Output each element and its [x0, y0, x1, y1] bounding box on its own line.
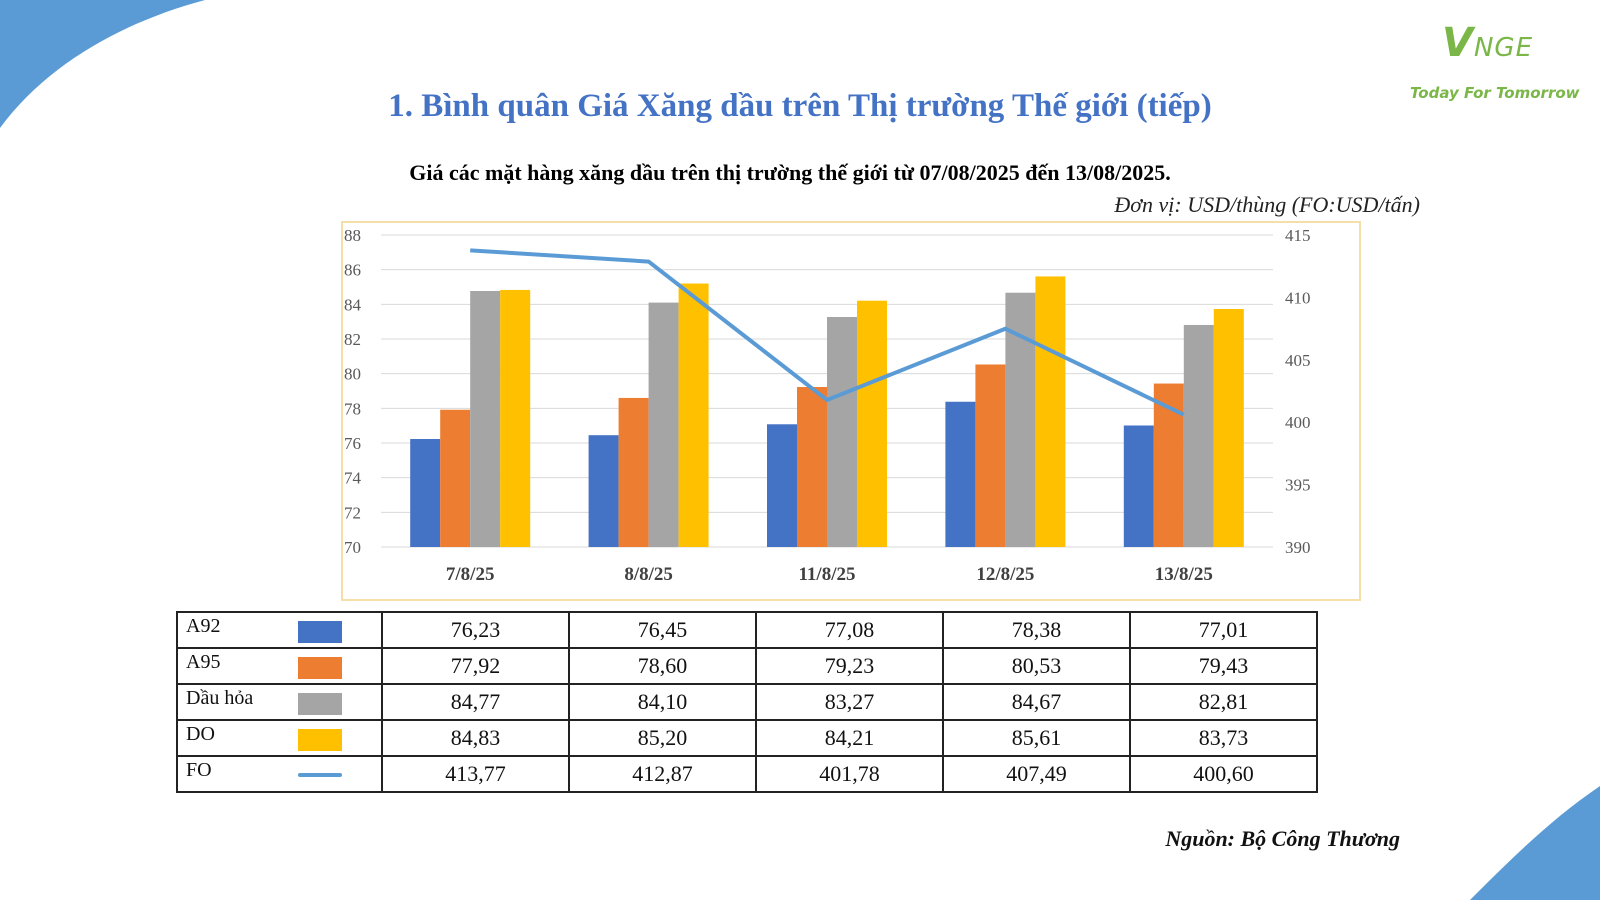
legend-swatch [298, 657, 342, 679]
legend-cell: DO [176, 719, 383, 757]
table-cell: 79,23 [755, 647, 944, 685]
table-cell: 84,83 [381, 719, 570, 757]
bar [410, 439, 441, 547]
table-cell: 77,01 [1129, 611, 1318, 649]
chart-subtitle: Giá các mặt hàng xăng dầu trên thị trườn… [409, 160, 1171, 185]
logo-tagline: Today For Tomorrow [1410, 84, 1580, 102]
y-tick-label: 86 [344, 261, 361, 280]
bar [618, 397, 649, 547]
table-row: A95 77,92 78,60 79,23 80,53 79,43 [176, 647, 1318, 685]
table-cell: 84,21 [755, 719, 944, 757]
table-cell: 76,23 [381, 611, 570, 649]
series-name: A95 [186, 651, 221, 673]
bar [678, 283, 709, 547]
table-cell: 85,20 [568, 719, 757, 757]
bar [1183, 324, 1214, 547]
bar [470, 290, 501, 547]
y-tick-label: 74 [344, 469, 362, 488]
legend-cell: A92 [176, 611, 383, 649]
table-cell: 85,61 [942, 719, 1131, 757]
table-cell: 83,27 [755, 683, 944, 721]
table-cell: 77,08 [755, 611, 944, 649]
y-tick-label: 82 [344, 330, 361, 349]
y2-tick-label: 410 [1285, 288, 1311, 307]
table-row: FO 413,77 412,87 401,78 407,49 400,60 [176, 755, 1318, 793]
bar [648, 302, 679, 547]
y-tick-label: 88 [344, 226, 361, 245]
bar [797, 387, 827, 547]
data-table: A92 76,23 76,45 77,08 78,38 77,01 A95 77,92 78,6… [176, 611, 1318, 793]
vnge-logo: VNGE [1442, 20, 1533, 66]
bar [975, 364, 1006, 547]
series-name: FO [186, 759, 212, 781]
combo-chart: 70 72 74 76 78 80 82 84 86 88 390 395 400 405 410 415 7/… [341, 221, 1361, 601]
table-cell: 401,78 [755, 755, 944, 793]
table-row: DO 84,83 85,20 84,21 85,61 83,73 [176, 719, 1318, 757]
bar [500, 289, 531, 547]
table-cell: 78,60 [568, 647, 757, 685]
category-label: 13/8/25 [1155, 564, 1213, 585]
y-tick-label: 72 [344, 503, 361, 522]
y2-tick-label: 390 [1285, 538, 1311, 557]
y-tick-label: 76 [344, 434, 361, 453]
table-row: Dầu hỏa 84,77 84,10 83,27 84,67 82,81 [176, 683, 1318, 721]
table-cell: 80,53 [942, 647, 1131, 685]
bar [1035, 276, 1066, 547]
table-cell: 83,73 [1129, 719, 1318, 757]
unit-label: Đơn vị: USD/thùng (FO:USD/tấn) [1114, 192, 1420, 217]
page-title: 1. Bình quân Giá Xăng dầu trên Thị trườn… [388, 88, 1212, 124]
y2-tick-label: 405 [1285, 351, 1311, 370]
bar [1123, 425, 1154, 547]
y2-tick-label: 400 [1285, 413, 1311, 432]
y-tick-label: 80 [344, 365, 361, 384]
legend-swatch [298, 773, 342, 777]
table-cell: 84,67 [942, 683, 1131, 721]
table-cell: 78,38 [942, 611, 1131, 649]
y2-tick-label: 415 [1285, 226, 1311, 245]
series-name: DO [186, 723, 215, 745]
legend-swatch [298, 693, 342, 715]
table-cell: 412,87 [568, 755, 757, 793]
source-note: Nguồn: Bộ Công Thương [1165, 826, 1400, 851]
bar [945, 401, 976, 547]
table-cell: 84,77 [381, 683, 570, 721]
table-cell: 400,60 [1129, 755, 1318, 793]
y-tick-label: 84 [344, 295, 362, 314]
category-label: 8/8/25 [624, 564, 673, 585]
bar [857, 300, 887, 547]
table-cell: 77,92 [381, 647, 570, 685]
bottom-right-wave [1470, 786, 1600, 900]
table-row: A92 76,23 76,45 77,08 78,38 77,01 [176, 611, 1318, 649]
table-cell: 84,10 [568, 683, 757, 721]
bar [440, 409, 471, 547]
series-name: A92 [186, 615, 221, 637]
y-tick-label: 70 [344, 538, 361, 557]
category-label: 7/8/25 [446, 564, 495, 585]
bar [1213, 309, 1244, 547]
table-cell: 79,43 [1129, 647, 1318, 685]
table-cell: 76,45 [568, 611, 757, 649]
bar [588, 435, 619, 547]
y2-tick-label: 395 [1285, 476, 1311, 495]
table-cell: 407,49 [942, 755, 1131, 793]
table-cell: 82,81 [1129, 683, 1318, 721]
legend-cell: A95 [176, 647, 383, 685]
category-label: 11/8/25 [798, 564, 855, 585]
chart-area: 70 72 74 76 78 80 82 84 86 88 390 395 400 405 410 415 7/… [341, 221, 1361, 601]
top-left-wave [0, 0, 205, 128]
table-cell: 413,77 [381, 755, 570, 793]
legend-cell: FO [176, 755, 383, 793]
category-label: 12/8/25 [976, 564, 1034, 585]
bar [767, 424, 797, 547]
legend-swatch [298, 729, 342, 751]
legend-swatch [298, 621, 342, 643]
y-tick-label: 78 [344, 399, 361, 418]
legend-cell: Dầu hỏa [176, 683, 383, 721]
bar [827, 316, 857, 547]
series-name: Dầu hỏa [186, 687, 254, 709]
